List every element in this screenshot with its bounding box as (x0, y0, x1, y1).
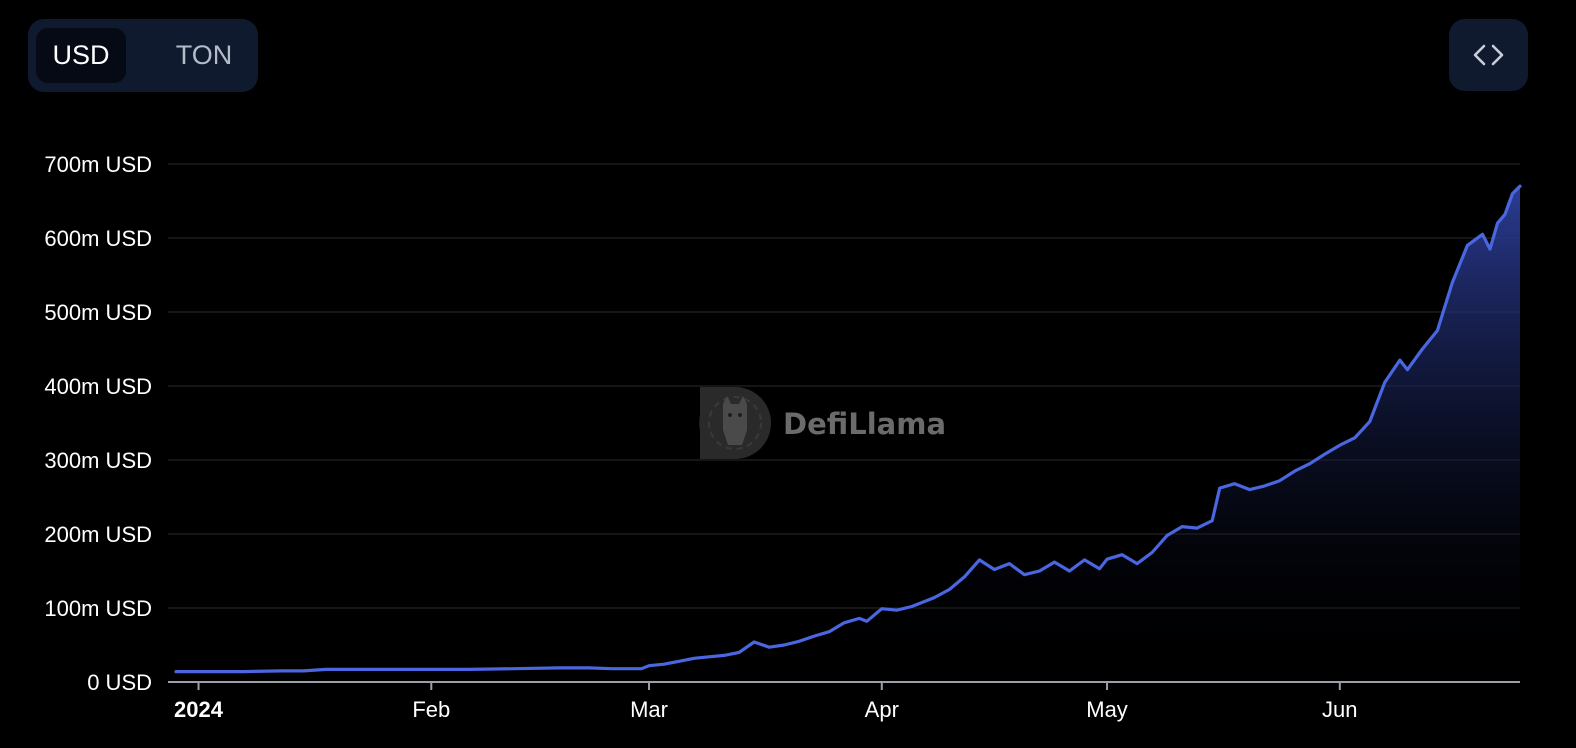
watermark-text: DefiLlama (783, 407, 946, 441)
defillama-watermark: DefiLlama (699, 387, 946, 459)
currency-toggle: USD TON (28, 19, 258, 92)
llama-logo-icon (699, 387, 771, 459)
x-tick-label: 2024 (174, 697, 224, 722)
y-tick-label: 200m USD (44, 522, 152, 547)
y-tick-label: 0 USD (87, 670, 152, 695)
series-line (174, 184, 1522, 674)
embed-code-button[interactable] (1449, 19, 1528, 91)
x-tick-label: May (1086, 697, 1128, 722)
code-icon (1473, 44, 1504, 66)
x-axis: 2024 Feb Mar Apr May Jun (174, 682, 1358, 722)
x-tick-label: Feb (412, 697, 450, 722)
x-tick-label: Mar (630, 697, 668, 722)
grid-lines (168, 163, 1520, 609)
y-tick-label: 500m USD (44, 300, 152, 325)
series-area (176, 186, 1520, 682)
y-tick-label: 600m USD (44, 226, 152, 251)
y-tick-label: 700m USD (44, 152, 152, 177)
x-tick-label: Jun (1322, 697, 1357, 722)
usd-toggle-button[interactable]: USD (36, 28, 126, 83)
y-tick-label: 400m USD (44, 374, 152, 399)
x-tick-label: Apr (865, 697, 899, 722)
y-tick-label: 100m USD (44, 596, 152, 621)
y-tick-label: 300m USD (44, 448, 152, 473)
y-axis: 0 USD 100m USD 200m USD 300m USD 400m USD 500… (44, 152, 152, 695)
ton-toggle-button[interactable]: TON (175, 40, 233, 70)
